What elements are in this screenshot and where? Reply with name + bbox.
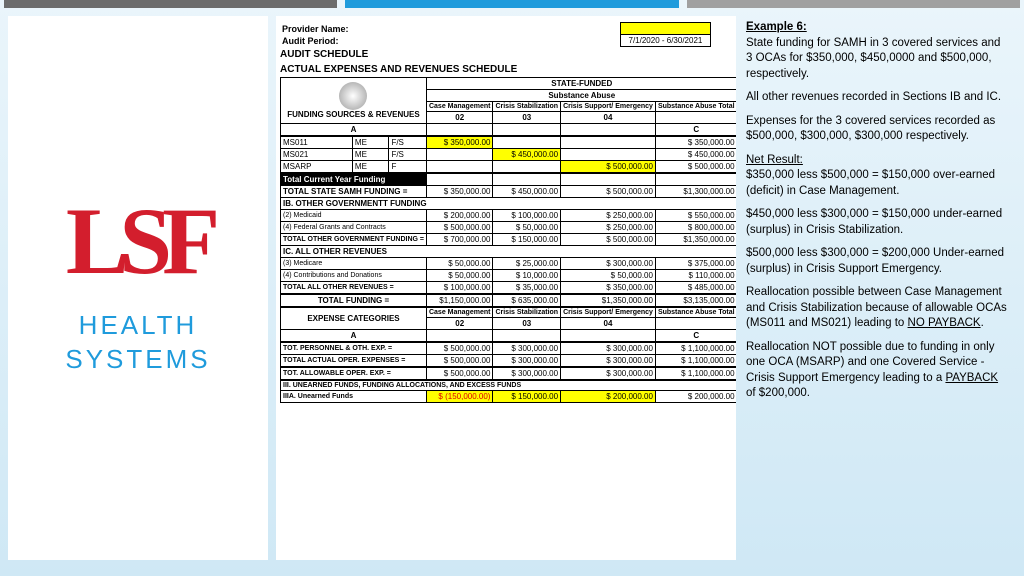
page: LSF HEALTH SYSTEMS Provider Name: Audit … xyxy=(0,8,1024,568)
label-audit-period: Audit Period: xyxy=(280,35,620,47)
row-ms021: MS021MEF/S$ 450,000.00$ 450,000.00$ 450,… xyxy=(281,149,737,161)
audit-schedule-label: AUDIT SCHEDULE xyxy=(280,47,732,62)
top-accent-bars xyxy=(0,0,1024,8)
logo-subtitle: HEALTH SYSTEMS xyxy=(65,309,210,377)
spreadsheet: Provider Name: Audit Period:7/1/2020 - 6… xyxy=(276,16,736,560)
input-provider-name[interactable] xyxy=(620,23,710,35)
explanation-panel: Example 6:State funding for SAMH in 3 co… xyxy=(736,16,1014,560)
audit-period-value: 7/1/2020 - 6/30/2021 xyxy=(620,35,710,47)
funding-table: FUNDING SOURCES & REVENUES STATE-FUNDED … xyxy=(280,77,736,403)
row-ms011: MS011MEF/S$ 350,000.00$ 350,000.00$ 350,… xyxy=(281,136,737,149)
seal-icon xyxy=(339,82,367,110)
net-result-heading: Net Result: xyxy=(746,154,803,166)
logo-mark: LSF xyxy=(66,199,210,285)
schedule-title: ACTUAL EXPENSES AND REVENUES SCHEDULE xyxy=(280,62,732,77)
label-provider-name: Provider Name: xyxy=(280,23,620,35)
row-msarp: MSARPMEF$ 500,000.00$ 500,000.00$ 500,00… xyxy=(281,161,737,174)
logo-panel: LSF HEALTH SYSTEMS xyxy=(8,16,268,560)
example-heading: Example 6: xyxy=(746,21,807,33)
